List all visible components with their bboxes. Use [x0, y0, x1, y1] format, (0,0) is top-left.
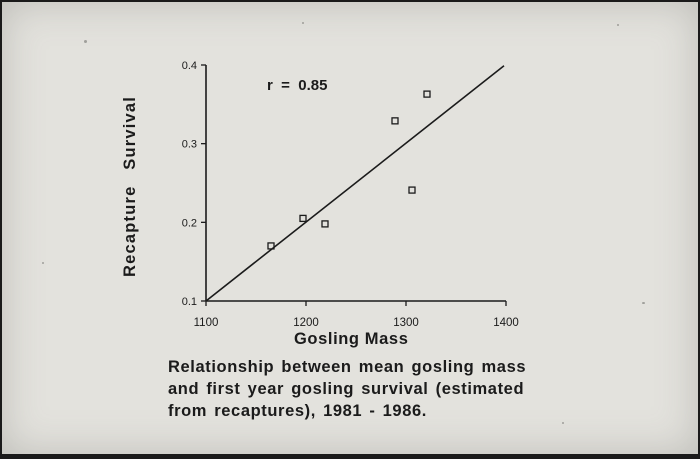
- data-point: [321, 220, 329, 228]
- scatter-chart: 1100 1200 1300 1400 0.1 0.2 0.3 0.4 r = 0.85 Go…: [121, 60, 519, 348]
- chart-axes: [205, 65, 506, 302]
- data-point: [267, 242, 275, 250]
- y-tick-label: 0.2: [182, 217, 197, 229]
- speck: [642, 302, 645, 304]
- x-tick-label: 1400: [493, 317, 519, 329]
- speck: [562, 422, 564, 424]
- correlation-annotation: r = 0.85: [267, 77, 327, 94]
- x-tick-label: 1300: [393, 317, 419, 329]
- speck: [42, 262, 44, 264]
- speck: [302, 22, 304, 24]
- caption-line-3: from recaptures), 1981 - 1986.: [168, 402, 427, 420]
- caption-line-2: and first year gosling survival (estimat…: [168, 380, 525, 398]
- figure-caption: Relationship between mean gosling mass a…: [168, 356, 648, 422]
- slide-background: 1100 1200 1300 1400 0.1 0.2 0.3 0.4 r = 0.85 Go…: [2, 2, 698, 454]
- y-tick-label: 0.3: [182, 139, 197, 151]
- data-point: [299, 214, 307, 223]
- y-tick-label: 0.4: [182, 60, 197, 72]
- x-axis-label: Gosling Mass: [294, 330, 408, 348]
- speck: [84, 40, 87, 43]
- x-tick-label: 1200: [293, 317, 319, 329]
- data-point: [423, 90, 431, 98]
- y-axis-label: Recapture Survival: [121, 96, 139, 277]
- caption-line-1: Relationship between mean gosling mass: [168, 358, 527, 376]
- data-point: [408, 186, 416, 194]
- regression-line-layer: [205, 65, 505, 302]
- data-points: [267, 90, 431, 250]
- x-tick-label: 1100: [194, 317, 219, 329]
- speck: [617, 24, 619, 26]
- y-tick-label: 0.1: [182, 296, 197, 308]
- chart-ticks: 1100 1200 1300 1400 0.1 0.2 0.3 0.4: [182, 60, 519, 329]
- data-point: [391, 117, 399, 125]
- regression-line: [205, 65, 505, 302]
